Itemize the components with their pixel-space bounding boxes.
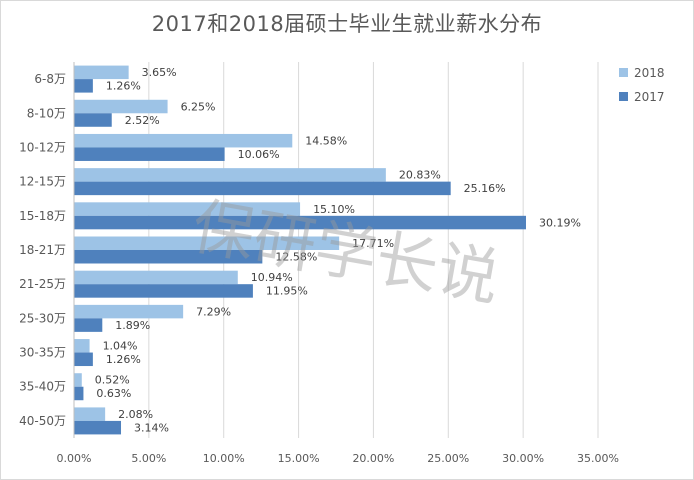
legend-label: 2018 (634, 66, 665, 80)
category-label: 15-18万 (19, 209, 66, 223)
category-label: 25-30万 (19, 311, 66, 325)
data-label: 1.26% (106, 353, 141, 366)
bar-2018 (74, 168, 386, 182)
legend-swatch (619, 92, 628, 101)
data-label: 15.10% (313, 203, 355, 216)
data-label: 20.83% (399, 169, 441, 182)
bar-2018 (74, 304, 184, 319)
category-label: 40-50万 (19, 414, 66, 428)
data-label: 6.25% (181, 100, 216, 113)
legend-label: 2017 (634, 90, 665, 104)
x-tick-label: 10.00% (203, 452, 245, 465)
data-label: 2.08% (118, 408, 153, 421)
bar-2017 (74, 113, 112, 127)
bar-2017 (74, 420, 122, 435)
x-tick-label: 20.00% (352, 452, 394, 465)
data-label: 3.14% (134, 421, 169, 434)
data-label: 1.04% (103, 340, 138, 353)
x-tick-label: 15.00% (278, 452, 320, 465)
bar-2018 (74, 373, 82, 387)
chart-title: 2017和2018届硕士毕业生就业薪水分布 (151, 12, 543, 36)
data-label: 3.65% (142, 66, 177, 79)
x-tick-label: 5.00% (131, 452, 166, 465)
x-tick-label: 30.00% (502, 452, 544, 465)
data-label: 30.19% (539, 216, 581, 229)
bar-2017 (74, 181, 451, 196)
data-label: 0.63% (96, 387, 131, 400)
category-label: 6-8万 (34, 72, 66, 86)
bar-2017 (74, 215, 526, 230)
data-label: 25.16% (464, 182, 506, 195)
category-label: 10-12万 (19, 140, 66, 154)
bar-2017 (74, 284, 253, 298)
bar-2017 (74, 386, 84, 401)
bar-2017 (74, 147, 225, 161)
data-label: 1.89% (115, 319, 150, 332)
bar-2018 (74, 65, 129, 80)
x-tick-label: 35.00% (577, 452, 619, 465)
bar-2017 (74, 79, 93, 93)
legend-swatch (619, 68, 628, 77)
bar-2018 (74, 133, 293, 148)
category-label: 35-40万 (19, 380, 66, 394)
category-label: 12-15万 (19, 175, 66, 189)
bar-2018 (74, 407, 106, 421)
data-label: 0.52% (95, 374, 130, 387)
data-label: 2.52% (125, 114, 160, 127)
category-label: 18-21万 (19, 243, 66, 257)
data-label: 10.06% (238, 148, 280, 161)
x-tick-label: 25.00% (427, 452, 469, 465)
bar-2018 (74, 99, 168, 114)
data-label: 14.58% (305, 134, 347, 147)
bar-2017 (74, 352, 93, 367)
category-label: 8-10万 (27, 106, 66, 120)
bar-2018 (74, 270, 238, 285)
bar-2017 (74, 318, 103, 332)
data-label: 12.58% (275, 251, 317, 264)
category-label: 30-35万 (19, 346, 66, 360)
bar-2018 (74, 236, 340, 250)
data-label: 1.26% (106, 80, 141, 93)
x-tick-label: 0.00% (57, 452, 92, 465)
bar-2018 (74, 339, 90, 353)
bar-2018 (74, 202, 301, 216)
data-label: 17.71% (352, 237, 394, 250)
data-label: 11.95% (266, 285, 308, 298)
data-label: 10.94% (251, 271, 293, 284)
bar-2017 (74, 250, 263, 264)
category-label: 21-25万 (19, 277, 66, 291)
data-label: 7.29% (196, 305, 231, 318)
